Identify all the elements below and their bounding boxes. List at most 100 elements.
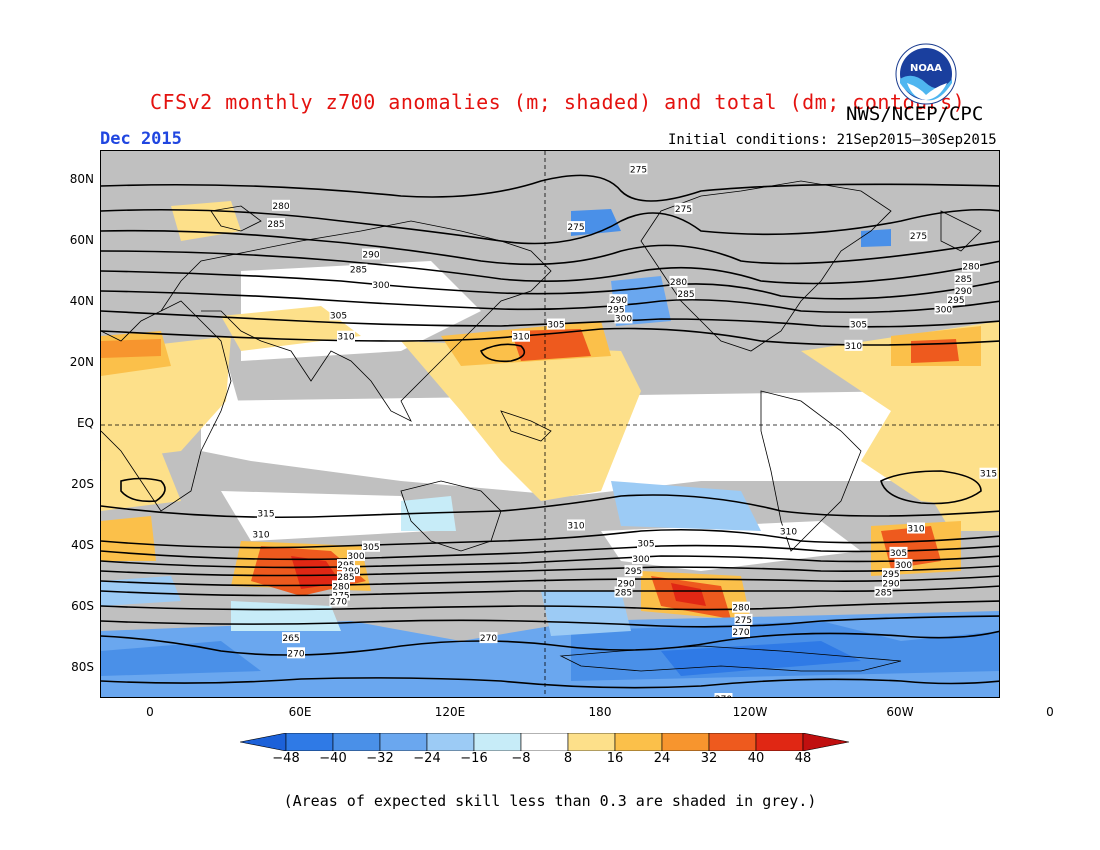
svg-text:285: 285 bbox=[350, 266, 367, 276]
svg-text:285: 285 bbox=[267, 220, 284, 230]
contour-label: 290 bbox=[882, 577, 900, 589]
contour-label: 270 bbox=[732, 626, 750, 638]
svg-text:295: 295 bbox=[882, 570, 899, 580]
contour-label: 275 bbox=[734, 613, 753, 626]
contour-label: 285 bbox=[349, 263, 368, 276]
contour-label: 305 bbox=[849, 318, 868, 331]
svg-text:275: 275 bbox=[910, 232, 927, 242]
height-contours bbox=[101, 174, 999, 689]
svg-text:300: 300 bbox=[935, 305, 952, 315]
colorbar-box bbox=[332, 733, 381, 751]
contour-label: 295 bbox=[607, 303, 625, 315]
lon-label: 60E bbox=[288, 705, 312, 719]
svg-text:290: 290 bbox=[617, 579, 634, 589]
contour-label: 310 bbox=[907, 522, 925, 535]
colorbar-tick-label: −16 bbox=[460, 751, 488, 766]
lon-label: 0 bbox=[1046, 705, 1054, 719]
contour-label: 280 bbox=[332, 580, 350, 592]
svg-text:275: 275 bbox=[675, 205, 692, 215]
contour-label: 310 bbox=[252, 528, 270, 541]
svg-text:305: 305 bbox=[330, 311, 347, 321]
colorbar-tick-label: 24 bbox=[653, 751, 671, 766]
lon-label: 120E bbox=[434, 705, 466, 719]
lat-label: EQ bbox=[76, 416, 94, 430]
contour-label: 305 bbox=[547, 318, 565, 331]
colorbar-box bbox=[567, 733, 616, 751]
lat-label: 60S bbox=[71, 598, 94, 613]
lat-label: 40N bbox=[69, 294, 94, 309]
contour-label: 275 bbox=[629, 163, 648, 175]
lon-label: 60W bbox=[886, 705, 914, 719]
contour-label: 305 bbox=[637, 537, 655, 550]
colorbar-arrow-high bbox=[802, 733, 850, 751]
contour-label: 310 bbox=[779, 525, 798, 538]
svg-text:280: 280 bbox=[332, 582, 349, 592]
contour-label: 300 bbox=[934, 303, 953, 315]
svg-text:300: 300 bbox=[632, 555, 649, 565]
contour-label: 280 bbox=[272, 199, 290, 212]
contour-label: 290 bbox=[954, 285, 973, 297]
colorbar-box bbox=[708, 733, 757, 751]
svg-text:265: 265 bbox=[282, 634, 299, 644]
contour-label: 305 bbox=[329, 309, 348, 321]
svg-text:280: 280 bbox=[272, 202, 289, 212]
map-frame: 275 275 275 275 280 285 290 285 300 305 310 280 285 2… bbox=[100, 150, 1000, 698]
contour-label: 290 bbox=[617, 577, 635, 589]
contour-label: 310 bbox=[844, 339, 863, 352]
contour-label: 290 bbox=[362, 248, 380, 261]
svg-text:305: 305 bbox=[547, 321, 564, 331]
svg-text:285: 285 bbox=[677, 290, 694, 300]
svg-text:310: 310 bbox=[567, 521, 584, 531]
colorbar-box bbox=[520, 733, 569, 751]
svg-text:290: 290 bbox=[610, 296, 627, 306]
colorbar-tick-label: 40 bbox=[747, 751, 765, 766]
contour-label: 300 bbox=[347, 549, 365, 562]
svg-text:275: 275 bbox=[630, 165, 647, 175]
svg-text:270: 270 bbox=[480, 634, 497, 644]
contour-label: 275 bbox=[674, 202, 693, 215]
svg-text:305: 305 bbox=[637, 540, 654, 550]
svg-text:315: 315 bbox=[257, 509, 274, 519]
svg-text:270: 270 bbox=[732, 628, 749, 638]
svg-text:315: 315 bbox=[980, 470, 997, 480]
lon-label: 180 bbox=[588, 705, 612, 719]
svg-text:285: 285 bbox=[337, 573, 354, 583]
colorbar-box bbox=[379, 733, 428, 751]
lon-label: 120W bbox=[732, 705, 768, 719]
contour-label: 280 bbox=[962, 260, 980, 273]
colorbar-tick-label: −32 bbox=[366, 751, 394, 766]
contour-label: 305 bbox=[362, 540, 380, 553]
svg-text:310: 310 bbox=[845, 342, 862, 352]
contour-label: 310 bbox=[567, 519, 585, 531]
colorbar-box bbox=[285, 733, 334, 751]
colorbar-arrow-low bbox=[240, 733, 287, 751]
svg-text:280: 280 bbox=[962, 263, 979, 273]
colorbar-tick-label: 32 bbox=[700, 751, 718, 766]
contour-label: 295 bbox=[947, 294, 965, 306]
contour-label: 300 bbox=[614, 312, 633, 324]
contour-label: 270 bbox=[287, 647, 305, 659]
lat-label: 20S bbox=[71, 476, 94, 491]
colorbar-tick-label: 16 bbox=[606, 751, 624, 766]
lat-label: 80N bbox=[69, 172, 94, 187]
svg-text:270: 270 bbox=[715, 695, 732, 698]
svg-text:310: 310 bbox=[337, 333, 354, 343]
valid-month-label: Dec 2015 bbox=[100, 129, 182, 149]
svg-text:300: 300 bbox=[895, 561, 912, 571]
contour-label: 285 bbox=[337, 571, 355, 583]
svg-text:310: 310 bbox=[512, 333, 529, 343]
svg-text:280: 280 bbox=[670, 278, 687, 288]
svg-text:305: 305 bbox=[890, 549, 907, 559]
contour-label: 315 bbox=[979, 467, 998, 480]
contour-label: 270 bbox=[714, 693, 733, 698]
colorbar-box bbox=[661, 733, 710, 751]
svg-text:280: 280 bbox=[732, 604, 749, 614]
svg-text:290: 290 bbox=[362, 251, 379, 261]
contour-label: 315 bbox=[257, 507, 275, 519]
svg-text:275: 275 bbox=[567, 223, 584, 233]
svg-text:300: 300 bbox=[372, 281, 389, 291]
svg-text:305: 305 bbox=[362, 543, 379, 553]
contour-label: 280 bbox=[732, 601, 750, 614]
colorbar-box bbox=[755, 733, 804, 751]
svg-text:295: 295 bbox=[607, 305, 624, 315]
